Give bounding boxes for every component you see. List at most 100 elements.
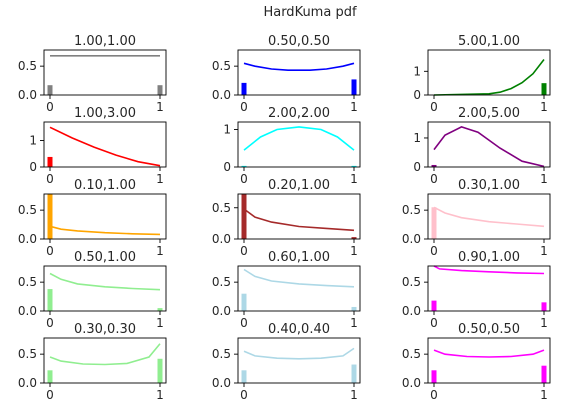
panel-10: 0.50,1.00 0.0 0.5 0 1 bbox=[18, 250, 167, 330]
density-line bbox=[243, 126, 355, 151]
bar-zero bbox=[431, 300, 437, 311]
density-line bbox=[243, 347, 355, 360]
panel-15: 0.50,0.50 0.0 0.5 0 1 bbox=[402, 322, 551, 402]
density-line bbox=[433, 349, 545, 358]
panel-4: 1.00,3.00 0 1 0 1 bbox=[29, 106, 167, 186]
x-tick-label: 0 bbox=[240, 388, 248, 402]
y-tick-label: 0.5 bbox=[18, 203, 37, 217]
panel-title: 0.90,1.00 bbox=[458, 250, 520, 265]
x-tick-label: 0 bbox=[430, 388, 438, 402]
figure-title: HardKuma pdf bbox=[263, 5, 356, 20]
y-tick-label: 0.0 bbox=[212, 376, 231, 390]
x-tick-label: 0 bbox=[46, 244, 54, 258]
panel-title: 2.00,2.00 bbox=[268, 106, 330, 121]
bar-one bbox=[351, 79, 357, 95]
bar-zero bbox=[241, 194, 247, 239]
panel-14: 0.40,0.40 0.0 0.5 0 1 bbox=[212, 322, 361, 402]
bar-zero bbox=[431, 164, 437, 167]
x-tick-label: 1 bbox=[540, 316, 548, 330]
x-tick-label: 0 bbox=[46, 388, 54, 402]
bar-one bbox=[351, 306, 357, 311]
axes-frame bbox=[427, 49, 551, 96]
x-tick-label: 0 bbox=[430, 100, 438, 114]
y-tick-label: 1 bbox=[413, 131, 421, 145]
density-line bbox=[49, 343, 161, 366]
y-tick-label: 0.5 bbox=[212, 201, 231, 215]
density-line bbox=[243, 62, 355, 71]
panel-title: 1.00,3.00 bbox=[74, 106, 136, 121]
y-tick-label: 0.5 bbox=[18, 59, 37, 73]
density-line bbox=[433, 206, 545, 228]
panel-2: 0.50,0.50 0.0 0.5 0 1 bbox=[212, 34, 361, 114]
x-tick-label: 1 bbox=[156, 388, 164, 402]
x-tick-label: 0 bbox=[430, 244, 438, 258]
density-line bbox=[243, 268, 355, 288]
axes-frame bbox=[237, 193, 361, 240]
axes-frame bbox=[427, 193, 551, 240]
panel-title: 0.30,1.00 bbox=[458, 178, 520, 193]
axes-frame bbox=[43, 49, 167, 96]
x-tick-label: 1 bbox=[540, 172, 548, 186]
y-tick-label: 1 bbox=[29, 134, 37, 148]
y-tick-label: 0.0 bbox=[402, 232, 421, 246]
density-line bbox=[243, 208, 355, 232]
y-tick-label: 0.5 bbox=[402, 203, 421, 217]
panel-title: 1.00,1.00 bbox=[74, 34, 136, 49]
y-tick-label: 0 bbox=[413, 88, 421, 102]
y-tick-label: 0.0 bbox=[212, 88, 231, 102]
bar-one bbox=[351, 364, 357, 383]
bar-one bbox=[157, 308, 163, 311]
density-line bbox=[433, 265, 545, 275]
panel-title: 5.00,1.00 bbox=[458, 34, 520, 49]
axes-frame bbox=[237, 121, 361, 168]
axes-frame bbox=[427, 265, 551, 312]
panel-13: 0.30,0.30 0.0 0.5 0 1 bbox=[18, 322, 167, 402]
bar-one bbox=[157, 85, 163, 95]
x-tick-label: 1 bbox=[156, 316, 164, 330]
y-tick-label: 0 bbox=[223, 160, 231, 174]
density-line bbox=[49, 272, 161, 291]
panel-title: 0.50,1.00 bbox=[74, 250, 136, 265]
x-tick-label: 0 bbox=[240, 244, 248, 258]
panel-1: 1.00,1.00 0.0 0.5 0 1 bbox=[18, 34, 167, 114]
panel-5: 2.00,2.00 0 1 0 1 bbox=[223, 106, 361, 186]
bar-zero bbox=[431, 370, 437, 383]
axes-frame bbox=[427, 121, 551, 168]
x-tick-label: 0 bbox=[46, 172, 54, 186]
x-tick-label: 1 bbox=[350, 100, 358, 114]
density-line bbox=[49, 225, 161, 236]
y-tick-label: 0.5 bbox=[402, 275, 421, 289]
bar-zero bbox=[431, 207, 437, 239]
bar-zero bbox=[47, 289, 53, 311]
y-tick-label: 0.0 bbox=[18, 376, 37, 390]
x-tick-label: 1 bbox=[156, 244, 164, 258]
density-line bbox=[433, 126, 545, 168]
y-tick-label: 1 bbox=[413, 64, 421, 78]
x-tick-label: 0 bbox=[46, 316, 54, 330]
y-tick-label: 0.0 bbox=[18, 88, 37, 102]
panel-3: 5.00,1.00 0 1 0 1 bbox=[413, 34, 551, 114]
x-tick-label: 1 bbox=[156, 172, 164, 186]
x-tick-label: 0 bbox=[430, 172, 438, 186]
panel-12: 0.90,1.00 0.0 0.5 0 1 bbox=[402, 250, 551, 330]
x-tick-label: 1 bbox=[350, 172, 358, 186]
y-tick-label: 0.5 bbox=[212, 347, 231, 361]
axes-frame bbox=[237, 337, 361, 384]
x-tick-label: 1 bbox=[540, 388, 548, 402]
panel-title: 2.00,5.00 bbox=[458, 106, 520, 121]
panel-title: 0.50,0.50 bbox=[458, 322, 520, 337]
panel-8: 0.20,1.00 0.0 0.5 0 1 bbox=[212, 178, 361, 258]
panel-6: 2.00,5.00 0 1 0 1 bbox=[413, 106, 551, 186]
bar-one bbox=[157, 358, 163, 383]
x-tick-label: 1 bbox=[350, 244, 358, 258]
axes-frame bbox=[43, 337, 167, 384]
bar-zero bbox=[47, 85, 53, 95]
y-tick-label: 0.5 bbox=[402, 347, 421, 361]
y-tick-label: 0.5 bbox=[212, 59, 231, 73]
panel-title: 0.30,0.30 bbox=[74, 322, 136, 337]
panel-11: 0.60,1.00 0.0 0.5 0 1 bbox=[212, 250, 361, 330]
panel-title: 0.40,0.40 bbox=[268, 322, 330, 337]
axes-frame bbox=[43, 193, 167, 240]
x-tick-label: 0 bbox=[240, 100, 248, 114]
density-line bbox=[433, 59, 545, 96]
